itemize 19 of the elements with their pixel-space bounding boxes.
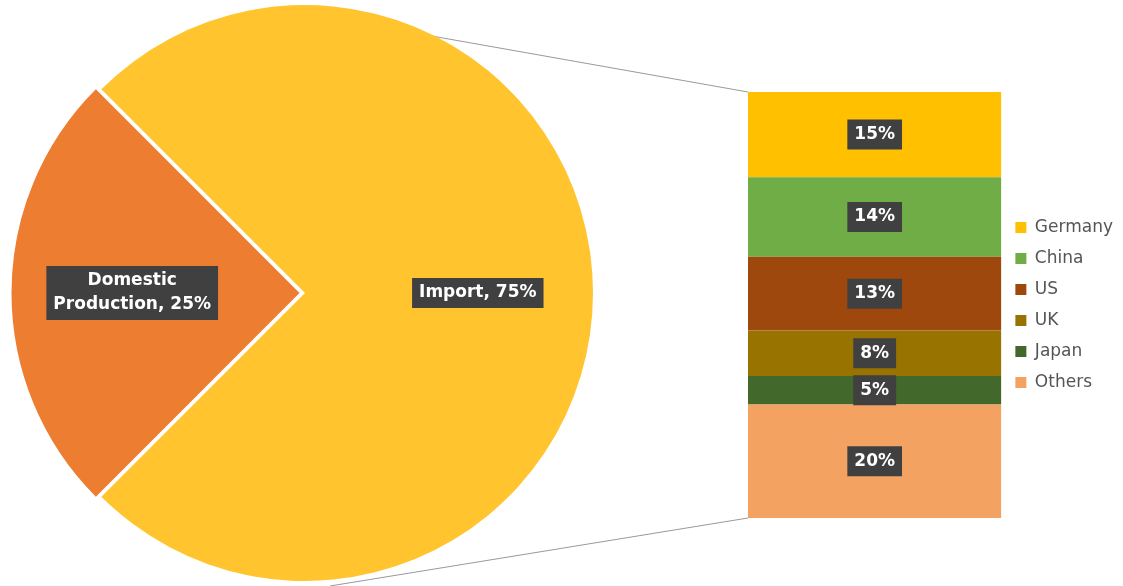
slice-label: Import, 75% [419,281,537,302]
legend-label: UK [1034,308,1060,329]
data-label: 15% [854,123,896,144]
legend-label: China [1034,246,1084,267]
bar [748,404,1002,518]
bar [748,330,1002,376]
data-label: 14% [854,205,896,226]
bar [748,92,1002,178]
data-label: 5% [860,378,890,399]
data-label: 8% [860,341,890,362]
bar [748,177,1002,257]
legend-label: Germany [1034,215,1114,236]
data-label: 20% [854,449,896,470]
legend-label: US [1034,277,1059,298]
data-label: 13% [854,282,896,303]
bar [748,256,1002,331]
legend-label: Japan [1033,339,1083,360]
legend-label: Others [1034,370,1093,391]
slice-label: Domestic Production, 25% [53,269,212,314]
